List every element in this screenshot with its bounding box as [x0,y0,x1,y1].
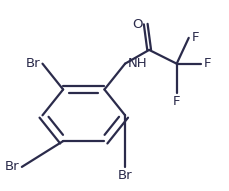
Text: Br: Br [5,160,19,173]
Text: NH: NH [128,57,147,70]
Text: Br: Br [25,57,40,70]
Text: O: O [132,18,142,31]
Text: F: F [203,57,211,70]
Text: Br: Br [118,169,132,182]
Text: F: F [191,31,199,44]
Text: F: F [173,95,180,108]
